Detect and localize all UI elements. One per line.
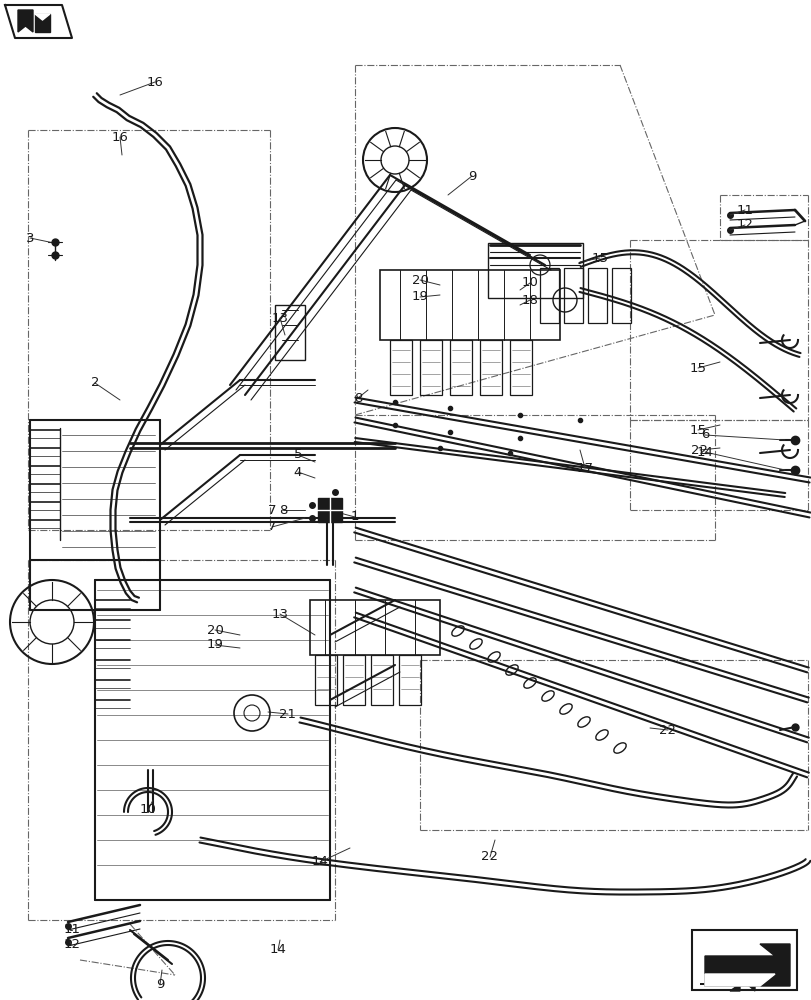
Text: 22: 22 [659, 724, 676, 736]
Text: 9: 9 [156, 978, 164, 991]
Bar [275, 305, 305, 360]
Text: 13: 13 [271, 607, 288, 620]
Bar [342, 655, 365, 705]
Text: 15: 15 [689, 361, 706, 374]
Text: 22: 22 [481, 850, 498, 863]
Polygon shape [704, 974, 774, 986]
Text: 16: 16 [111, 131, 128, 144]
Bar [315, 655, 337, 705]
Bar [509, 340, 531, 395]
Text: 14: 14 [311, 855, 328, 868]
Bar [380, 270, 560, 340]
Polygon shape [699, 968, 769, 991]
Polygon shape [704, 944, 789, 986]
Polygon shape [5, 5, 72, 38]
Bar [310, 600, 440, 655]
Bar [398, 655, 420, 705]
Text: 10: 10 [521, 276, 538, 290]
Bar [449, 340, 471, 395]
Text: 11: 11 [736, 204, 753, 217]
Polygon shape [35, 14, 50, 20]
Text: 8: 8 [278, 504, 287, 516]
Text: 18: 18 [521, 294, 538, 306]
Text: 15: 15 [689, 424, 706, 436]
Text: 2: 2 [91, 376, 99, 389]
Text: 14: 14 [696, 446, 713, 458]
Text: 3: 3 [26, 232, 34, 244]
Text: 19: 19 [206, 639, 223, 652]
Polygon shape [35, 14, 50, 32]
Bar [611, 268, 630, 323]
Polygon shape [18, 10, 33, 32]
Text: 8: 8 [354, 391, 362, 404]
Polygon shape [318, 498, 341, 522]
Bar [564, 268, 582, 323]
Bar [487, 243, 582, 298]
Text: 22: 22 [691, 444, 708, 456]
Bar [539, 268, 558, 323]
Text: 5: 5 [294, 448, 302, 462]
Text: 11: 11 [63, 923, 80, 936]
Text: 12: 12 [736, 219, 753, 232]
Text: 19: 19 [411, 290, 428, 304]
Bar [419, 340, 441, 395]
Text: 12: 12 [63, 938, 80, 951]
Text: 10: 10 [139, 803, 157, 816]
Text: 21: 21 [279, 708, 296, 720]
Text: 20: 20 [206, 624, 223, 637]
Text: 20: 20 [411, 273, 428, 286]
Text: 1: 1 [350, 510, 358, 524]
Text: 15: 15 [590, 251, 607, 264]
Bar [479, 340, 501, 395]
Text: 17: 17 [576, 462, 593, 475]
Text: 7: 7 [268, 504, 276, 516]
Text: 14: 14 [269, 943, 286, 956]
Bar [371, 655, 393, 705]
Text: 9: 9 [467, 170, 475, 183]
Text: 6: 6 [700, 428, 708, 442]
Text: 13: 13 [271, 312, 288, 324]
Bar [691, 930, 796, 990]
Text: 16: 16 [146, 76, 163, 89]
Text: 4: 4 [294, 466, 302, 479]
Text: 7: 7 [268, 520, 276, 534]
Bar [389, 340, 411, 395]
Bar [587, 268, 607, 323]
